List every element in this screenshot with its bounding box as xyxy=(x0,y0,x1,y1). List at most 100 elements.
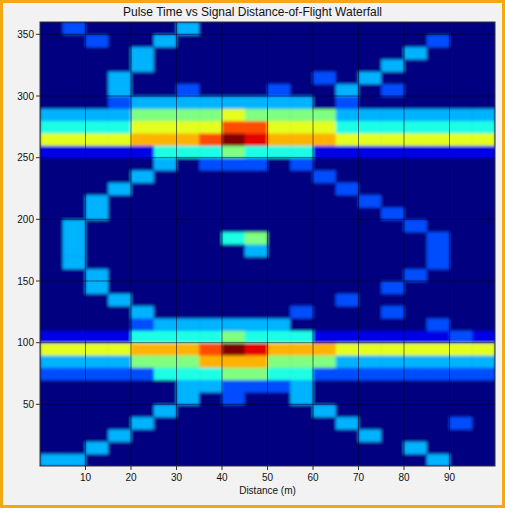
heat-cell xyxy=(245,293,268,306)
heat-cell xyxy=(63,145,86,158)
heat-cell xyxy=(381,256,404,269)
heat-cell xyxy=(336,318,359,331)
heat-cell xyxy=(313,170,336,183)
heat-cell xyxy=(290,195,313,208)
heat-cell xyxy=(450,306,473,319)
plot-area xyxy=(40,22,495,466)
heat-cell xyxy=(404,170,427,183)
heat-cell xyxy=(268,256,291,269)
heat-cell xyxy=(177,182,200,195)
heat-cell xyxy=(222,22,245,35)
heat-cell xyxy=(86,96,109,109)
heat-cell xyxy=(154,281,177,294)
heat-cell xyxy=(427,145,450,158)
heat-cell xyxy=(154,244,177,257)
heat-cell xyxy=(154,343,177,356)
tick-mark xyxy=(36,342,40,343)
heat-cell xyxy=(63,380,86,393)
heat-cell xyxy=(290,182,313,195)
heat-cell xyxy=(381,367,404,380)
heat-cell xyxy=(131,34,154,47)
heat-cell xyxy=(450,355,473,368)
heat-cell xyxy=(222,269,245,282)
heat-cell xyxy=(427,59,450,72)
heat-cell xyxy=(450,158,473,171)
grid-line xyxy=(222,22,223,466)
heat-cell xyxy=(86,207,109,220)
heat-cell xyxy=(313,145,336,158)
heat-cell xyxy=(86,195,109,208)
heat-cell xyxy=(199,71,222,84)
heat-cell xyxy=(472,219,495,232)
heat-cell xyxy=(131,108,154,121)
heat-cell xyxy=(268,182,291,195)
heat-cell xyxy=(108,306,131,319)
heat-cell xyxy=(131,133,154,146)
grid-line xyxy=(358,22,359,466)
grid-line xyxy=(313,22,314,466)
heat-cell xyxy=(86,306,109,319)
heat-cell xyxy=(359,59,382,72)
heat-cell xyxy=(268,158,291,171)
heat-cell xyxy=(40,71,63,84)
heat-cell xyxy=(404,355,427,368)
heat-cell xyxy=(450,22,473,35)
tick-mark xyxy=(222,466,223,470)
heat-cell xyxy=(40,232,63,245)
heat-cell xyxy=(359,318,382,331)
heat-cell xyxy=(154,232,177,245)
tick-mark xyxy=(36,404,40,405)
heat-cell xyxy=(313,59,336,72)
heat-cell xyxy=(245,133,268,146)
tick-mark xyxy=(131,466,132,470)
heat-cell xyxy=(199,281,222,294)
heat-cell xyxy=(290,281,313,294)
heat-cell xyxy=(199,417,222,430)
heat-cell xyxy=(177,306,200,319)
heat-cell xyxy=(245,269,268,282)
heat-cell xyxy=(108,269,131,282)
heat-cell xyxy=(199,330,222,343)
heat-cell xyxy=(268,417,291,430)
heat-cell xyxy=(199,441,222,454)
heat-cell xyxy=(313,404,336,417)
heat-cell xyxy=(359,84,382,97)
heat-cell xyxy=(40,417,63,430)
heat-cell xyxy=(313,429,336,442)
heat-cell xyxy=(268,330,291,343)
heat-cell xyxy=(177,343,200,356)
heat-cell xyxy=(40,454,63,466)
heat-cell xyxy=(86,145,109,158)
heat-cell xyxy=(427,84,450,97)
heat-cell xyxy=(222,232,245,245)
heat-cell xyxy=(381,170,404,183)
heat-cell xyxy=(427,429,450,442)
heat-cell xyxy=(222,96,245,109)
heat-cell xyxy=(131,454,154,466)
heat-cell xyxy=(108,195,131,208)
heat-cell xyxy=(450,34,473,47)
heat-cell xyxy=(404,158,427,171)
heat-cell xyxy=(40,256,63,269)
heat-cell xyxy=(472,71,495,84)
heat-cell xyxy=(290,108,313,121)
heat-cell xyxy=(427,108,450,121)
heat-cell xyxy=(359,22,382,35)
heat-cell xyxy=(108,170,131,183)
tick-label: 30 xyxy=(171,472,183,483)
heat-cell xyxy=(40,330,63,343)
heat-cell xyxy=(336,96,359,109)
heat-cell xyxy=(245,343,268,356)
heat-cell xyxy=(427,219,450,232)
heat-cell xyxy=(359,269,382,282)
heat-cell xyxy=(177,145,200,158)
heat-cell xyxy=(177,195,200,208)
heat-cell xyxy=(40,306,63,319)
heat-cell xyxy=(404,207,427,220)
heat-cell xyxy=(268,22,291,35)
heat-cell xyxy=(245,170,268,183)
heat-cell xyxy=(63,219,86,232)
heat-cell xyxy=(427,441,450,454)
heat-cell xyxy=(131,441,154,454)
heat-cell xyxy=(154,47,177,60)
